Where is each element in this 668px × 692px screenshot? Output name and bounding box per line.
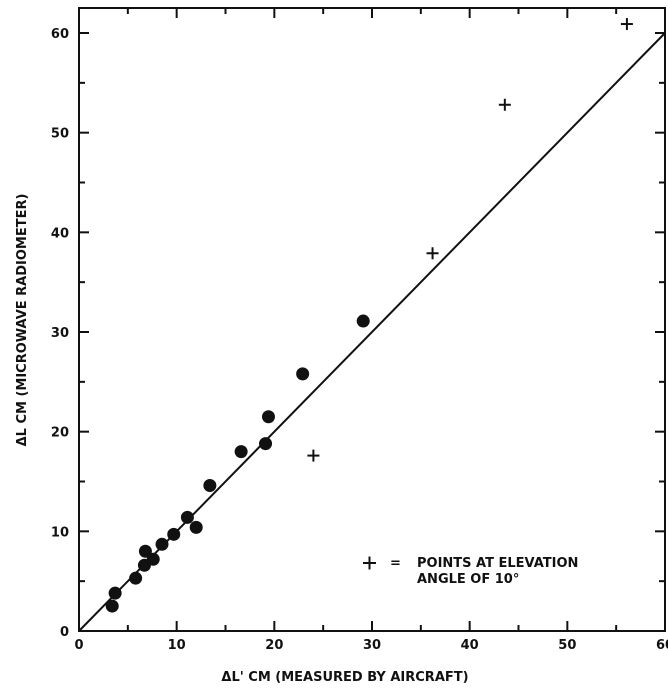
y-axis-label: ΔL CM (MICROWAVE RADIOMETER) [15, 194, 30, 447]
data-point-plus [621, 18, 633, 30]
data-point-circle [262, 410, 275, 423]
data-point-circle [181, 511, 194, 524]
data-point-circle [129, 572, 142, 585]
data-point-circle [109, 587, 122, 600]
y-tick-label: 40 [51, 226, 69, 241]
data-point-circle [296, 367, 309, 380]
x-tick-labels: 0 10 20 30 40 50 60 [74, 638, 668, 653]
x-tick-label: 30 [363, 638, 381, 653]
y-tick-label: 60 [51, 27, 69, 42]
data-point-plus [499, 99, 511, 111]
x-tick-label: 10 [168, 638, 186, 653]
data-point-plus [307, 450, 319, 462]
data-point-circle [167, 528, 180, 541]
x-tick-label: 40 [461, 638, 479, 653]
y-tick-label: 20 [51, 426, 69, 441]
y-tick-labels: 0 10 20 30 40 50 60 [51, 27, 69, 640]
data-point-circle [190, 521, 203, 534]
legend-equals: = [390, 556, 401, 571]
data-point-circle [259, 437, 272, 450]
data-point-circle [156, 538, 169, 551]
x-tick-label: 50 [558, 638, 576, 653]
data-point-circle [357, 315, 370, 328]
data-point-circle [147, 553, 160, 566]
legend-annotation: = POINTS AT ELEVATION ANGLE OF 10° [363, 556, 578, 587]
legend-plus-marker [363, 557, 376, 570]
y-tick-label: 0 [60, 625, 69, 640]
plot-frame [79, 8, 665, 631]
legend-line-2: ANGLE OF 10° [417, 572, 519, 587]
x-tick-label: 60 [656, 638, 668, 653]
x-tick-label: 20 [265, 638, 283, 653]
data-point-plus [427, 247, 439, 259]
y-tick-label: 50 [51, 127, 69, 142]
data-point-circle [235, 445, 248, 458]
x-tick-label: 0 [74, 638, 83, 653]
data-point-circle [106, 600, 119, 613]
x-axis-label: ΔL' CM (MEASURED BY AIRCRAFT) [221, 670, 468, 685]
data-point-circle [203, 479, 216, 492]
legend-line-1: POINTS AT ELEVATION [417, 556, 578, 571]
y-tick-label: 30 [51, 326, 69, 341]
tick-marks [79, 8, 665, 631]
y-tick-label: 10 [51, 525, 69, 540]
